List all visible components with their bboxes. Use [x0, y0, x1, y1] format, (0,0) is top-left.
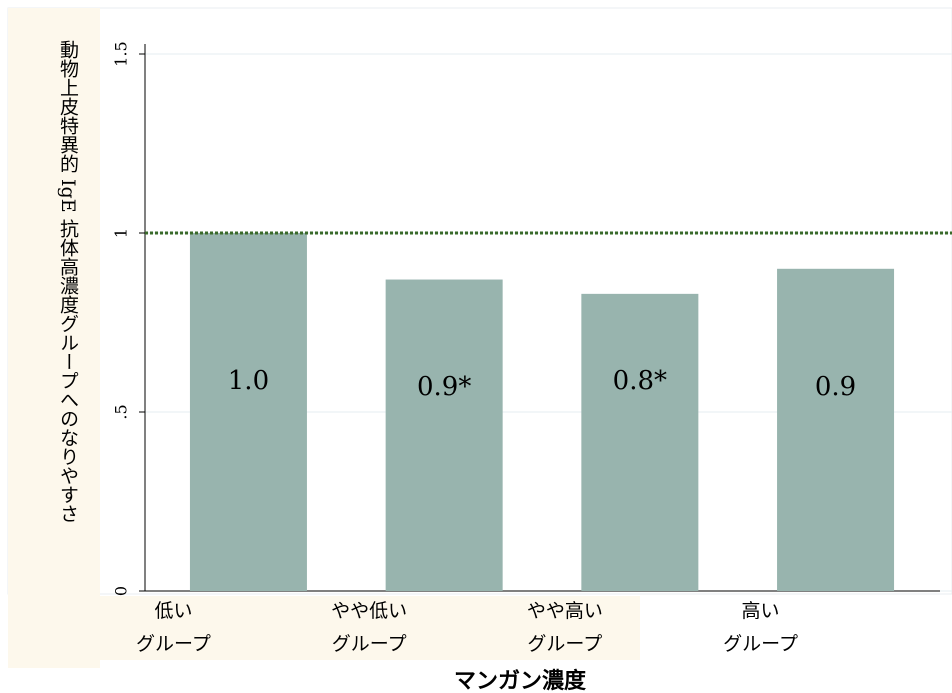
- x-tick-label: グループ: [136, 633, 211, 655]
- x-tick-label: グループ: [527, 633, 602, 655]
- bar: [777, 268, 895, 591]
- value-label: 0.9: [815, 372, 856, 402]
- x-tick-label: グループ: [723, 633, 798, 655]
- x-tick-label: 高い: [742, 600, 780, 622]
- bar: [385, 279, 503, 591]
- x-tick-label: グループ: [332, 633, 407, 655]
- y-tick-label: .5: [112, 404, 131, 419]
- y-tick-label: 1: [112, 228, 131, 238]
- value-label: 0.8*: [613, 366, 667, 396]
- value-label: 1.0: [228, 366, 269, 396]
- y-tick-label: 0: [112, 586, 131, 596]
- bar: [581, 293, 699, 591]
- x-tick-label: 低い: [154, 600, 192, 622]
- x-tick-label: やや高い: [527, 600, 603, 622]
- y-tick-label: 1.5: [112, 41, 131, 66]
- x-tick-label: やや低い: [331, 600, 407, 622]
- y-axis-label: 動物上皮特異的 IgE 抗体高濃度グループへのなりやすさ: [57, 40, 79, 523]
- value-label: 0.9*: [417, 372, 471, 402]
- bar: [189, 233, 307, 591]
- x-tick-box: [100, 596, 640, 660]
- x-axis-label: マンガン濃度: [454, 668, 587, 693]
- y-label-box: [8, 8, 100, 668]
